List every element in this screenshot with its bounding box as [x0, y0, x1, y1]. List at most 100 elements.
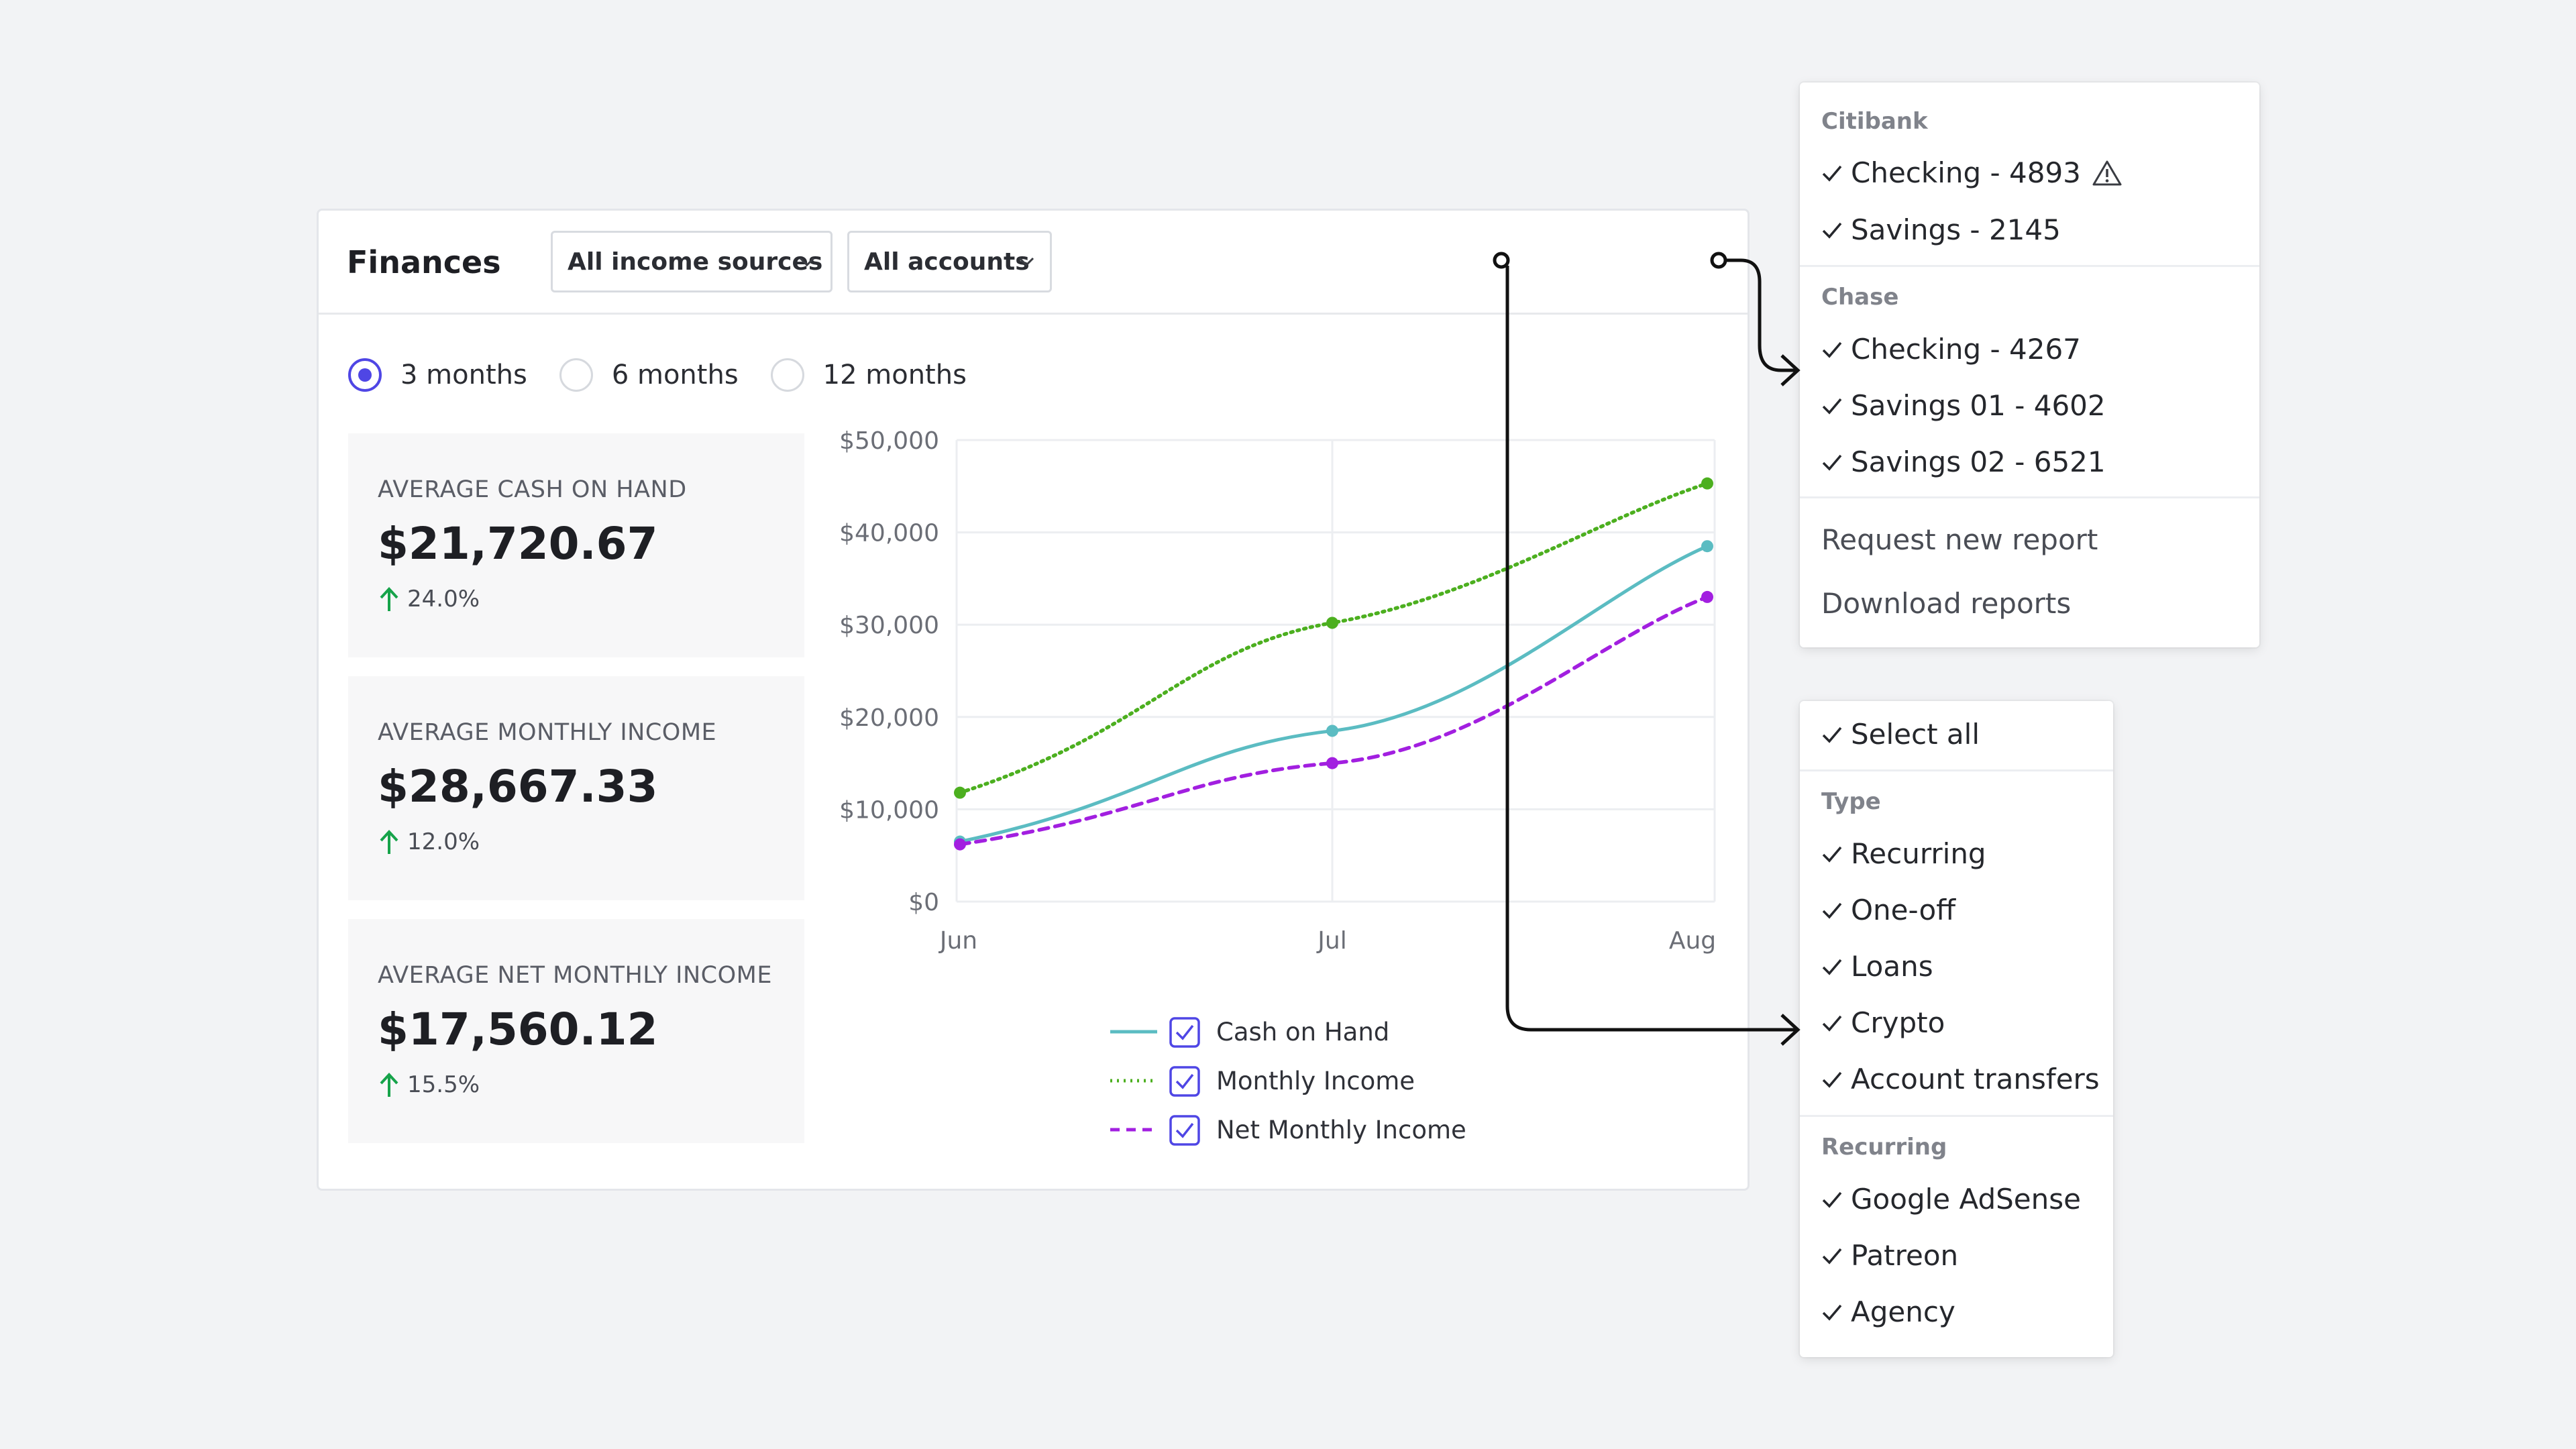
radio-button[interactable]	[770, 358, 804, 392]
account-option-label: Checking - 4893	[1851, 156, 2081, 189]
period-radio-group: 3 months 6 months 12 months	[348, 358, 999, 392]
income-option-account-transfers[interactable]: Account transfers	[1819, 1063, 2100, 1095]
divider	[1800, 1115, 2113, 1117]
income-option-patreon[interactable]: Patreon	[1819, 1239, 1958, 1272]
stat-change-value: 12.0%	[407, 828, 480, 855]
check-icon	[1822, 959, 1842, 975]
select-all-option[interactable]: Select all	[1819, 718, 1980, 751]
series-line-monthly-income	[958, 481, 1709, 795]
account-option-label: Savings - 2145	[1851, 213, 2061, 246]
income-sources-dropdown: Select all Type Recurring One-off Loans …	[1800, 701, 2113, 1357]
period-option-12-months[interactable]: 12 months	[770, 358, 967, 392]
income-option-label: Patreon	[1851, 1239, 1959, 1272]
arrow-up-icon	[380, 587, 398, 611]
check-icon	[1822, 454, 1842, 471]
line-chart: $0 $10,000 $20,000 $30,000 $40,000 $50,000 Jun…	[839, 427, 1716, 1146]
warning-icon	[2092, 160, 2122, 185]
check-icon	[1822, 902, 1842, 919]
account-option-label: Savings 01 - 4602	[1851, 389, 2106, 422]
finances-card: Finances All income sources All accounts…	[317, 209, 1750, 1191]
stat-change: 12.0%	[378, 828, 775, 855]
dropdown-group-label: Citibank	[1821, 108, 1928, 135]
check-icon	[1822, 222, 1842, 239]
dropdown-group-label: Recurring	[1821, 1134, 1947, 1161]
radio-button[interactable]	[559, 358, 593, 392]
data-point	[954, 838, 966, 851]
divider	[1800, 265, 2259, 267]
y-tick-label: $20,000	[839, 704, 939, 732]
check-icon	[1822, 727, 1842, 743]
legend-checkbox	[1169, 1017, 1200, 1048]
income-option-loans[interactable]: Loans	[1819, 950, 1933, 983]
arrow-up-icon	[380, 830, 398, 854]
period-option-6-months[interactable]: 6 months	[559, 358, 739, 392]
stat-change-value: 24.0%	[407, 586, 480, 612]
income-option-agency[interactable]: Agency	[1819, 1295, 1955, 1328]
card-header: Finances All income sources All accounts	[319, 211, 1748, 315]
check-icon	[1822, 1071, 1842, 1088]
stat-label: AVERAGE NET MONTHLY INCOME	[378, 962, 772, 989]
divider	[1800, 496, 2259, 498]
series-line-net-monthly-income	[958, 595, 1709, 847]
legend-checkbox	[1169, 1066, 1200, 1097]
stat-label: AVERAGE CASH ON HAND	[378, 476, 687, 503]
data-point	[1701, 540, 1713, 553]
stat-card-net-monthly-income: AVERAGE NET MONTHLY INCOME $17,560.12 15…	[348, 919, 804, 1143]
account-option-label: Savings 02 - 6521	[1851, 445, 2106, 478]
income-option-one-off[interactable]: One-off	[1819, 894, 1955, 926]
account-option-label: Checking - 4267	[1851, 333, 2081, 366]
legend-label: Monthly Income	[1216, 1067, 1415, 1095]
check-icon	[1175, 1024, 1194, 1040]
stat-change-value: 15.5%	[407, 1071, 480, 1098]
dropdown-group-label: Chase	[1821, 284, 1899, 311]
series-line-cash-on-hand	[958, 544, 1709, 844]
check-icon	[1822, 846, 1842, 863]
income-option-label: Recurring	[1851, 837, 1986, 870]
stat-change: 24.0%	[378, 586, 775, 612]
account-option[interactable]: Checking - 4893	[1819, 156, 2123, 189]
income-option-google-adsense[interactable]: Google AdSense	[1819, 1183, 2081, 1216]
period-label: 3 months	[400, 360, 527, 390]
check-icon	[1175, 1073, 1194, 1089]
legend-label: Cash on Hand	[1216, 1018, 1389, 1046]
accounts-dropdown: Citibank Checking - 4893 Savings - 2145 …	[1800, 83, 2259, 647]
income-option-label: Agency	[1851, 1295, 1955, 1328]
income-option-recurring[interactable]: Recurring	[1819, 837, 1986, 870]
check-icon	[1822, 341, 1842, 358]
account-option[interactable]: Savings 02 - 6521	[1819, 445, 2106, 478]
income-option-label: Google AdSense	[1851, 1183, 2081, 1216]
check-icon	[1822, 1304, 1842, 1321]
legend-label: Net Monthly Income	[1216, 1116, 1466, 1144]
income-sources-select[interactable]: All income sources	[551, 231, 833, 292]
check-icon	[1822, 1191, 1842, 1208]
income-option-crypto[interactable]: Crypto	[1819, 1006, 1945, 1039]
account-option[interactable]: Savings 01 - 4602	[1819, 389, 2106, 422]
x-tick-label: Aug	[1669, 927, 1716, 955]
data-point	[1701, 477, 1713, 490]
y-tick-label: $40,000	[839, 520, 939, 547]
radio-button[interactable]	[348, 358, 382, 392]
period-option-3-months[interactable]: 3 months	[348, 358, 527, 392]
y-tick-label: $10,000	[839, 796, 939, 824]
data-point	[1326, 757, 1338, 769]
data-point	[1701, 590, 1713, 603]
period-label: 6 months	[611, 360, 739, 390]
stat-card-cash-on-hand: AVERAGE CASH ON HAND $21,720.67 24.0%	[348, 433, 804, 657]
stat-value: $17,560.12	[378, 1004, 658, 1055]
stat-label: AVERAGE MONTHLY INCOME	[378, 719, 717, 746]
x-tick-label: Jun	[938, 927, 977, 955]
income-option-label: Loans	[1851, 950, 1933, 983]
card-title: Finances	[347, 244, 501, 280]
stat-value: $21,720.67	[378, 518, 658, 570]
account-option[interactable]: Savings - 2145	[1819, 213, 2061, 246]
data-point	[954, 786, 966, 799]
request-new-report-link[interactable]: Request new report	[1821, 523, 2098, 556]
account-option[interactable]: Checking - 4267	[1819, 333, 2081, 366]
download-reports-link[interactable]: Download reports	[1821, 587, 2072, 620]
y-tick-label: $0	[908, 889, 939, 916]
y-tick-label: $30,000	[839, 612, 939, 639]
data-point	[1326, 724, 1338, 737]
income-sources-select-label: All income sources	[568, 248, 823, 276]
accounts-select[interactable]: All accounts	[847, 231, 1052, 292]
income-option-label: Account transfers	[1851, 1063, 2100, 1095]
